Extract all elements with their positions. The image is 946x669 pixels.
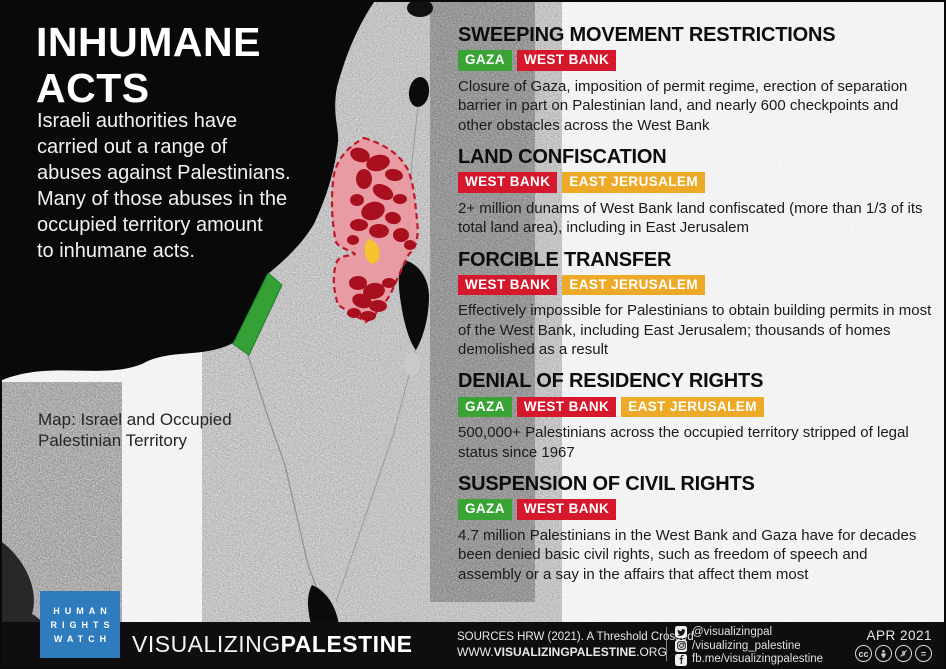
instagram-row: /visualizing_palestine <box>675 640 823 653</box>
section-suspension-civil-rights: SUSPENSION OF CIVIL RIGHTS GAZA WEST BAN… <box>458 473 932 584</box>
cc-nd-icon: = <box>915 645 932 662</box>
social-links: @visualizingpal /visualizing_palestine f… <box>675 626 823 666</box>
section-body: 2+ million dunams of West Bank land conf… <box>458 199 923 237</box>
sources-block: SOURCES HRW (2021). A Threshold Crossed … <box>457 630 694 660</box>
footer-divider <box>666 627 667 661</box>
section-body: Closure of Gaza, imposition of permit re… <box>458 77 908 134</box>
section-forcible-transfer: FORCIBLE TRANSFER WEST BANK EAST JERUSAL… <box>458 249 932 360</box>
east-jerusalem-tag: EAST JERUSALEM <box>562 172 705 193</box>
jordan-israel-border <box>335 347 417 603</box>
publication-date: APR 2021 <box>866 628 932 643</box>
west-bank-tag: WEST BANK <box>516 50 617 71</box>
west-bank-tag: WEST BANK <box>516 396 617 418</box>
page-description: Israeli authorities have carried out a r… <box>37 110 291 262</box>
cc-by-icon <box>875 645 892 662</box>
abuse-sections-panel: SWEEPING MOVEMENT RESTRICTIONS GAZA WEST… <box>458 24 932 595</box>
east-jerusalem-tag: EAST JERUSALEM <box>621 396 764 418</box>
tag-row: GAZA WEST BANK <box>458 499 932 520</box>
section-denial-residency: DENIAL OF RESIDENCY RIGHTS GAZA WEST BAN… <box>458 370 932 462</box>
section-body: Effectively impossible for Palestinians … <box>458 302 932 359</box>
hrw-logo-line: WATCH <box>53 633 112 644</box>
instagram-icon <box>675 639 687 652</box>
facebook-icon <box>675 653 687 666</box>
hula-patch <box>407 2 433 17</box>
section-title: FORCIBLE TRANSFER <box>458 248 672 271</box>
gaza-tag: GAZA <box>458 499 512 520</box>
section-land-confiscation: LAND CONFISCATION WEST BANK EAST JERUSAL… <box>458 146 932 238</box>
section-title: SUSPENSION OF CIVIL RIGHTS <box>458 473 755 495</box>
egypt-israel-border <box>244 345 323 603</box>
section-title: DENIAL OF RESIDENCY RIGHTS <box>458 370 764 393</box>
tag-row: GAZA WEST BANK EAST JERUSALEM <box>458 396 932 418</box>
west-bank-enclaves <box>347 147 416 321</box>
footer-bar: VISUALIZINGPALESTINE SOURCES HRW (2021).… <box>2 622 944 667</box>
tag-row: GAZA WEST BANK <box>458 50 932 71</box>
facebook-handle: fb.me/visualizingpalestine <box>692 653 824 666</box>
hrw-logo-line: HUMAN <box>53 605 112 616</box>
instagram-handle: /visualizing_palestine <box>692 639 801 652</box>
west-bank-tag: WEST BANK <box>516 499 617 520</box>
hrw-logo-line: RIGHTS <box>50 619 115 630</box>
svg-text:$: $ <box>902 651 906 657</box>
human-rights-watch-logo: HUMAN RIGHTS WATCH <box>40 591 120 658</box>
visualizing-palestine-logo: VISUALIZINGPALESTINE <box>132 631 413 658</box>
dead-sea <box>398 260 430 350</box>
creative-commons-icons: cc $ = <box>855 645 932 662</box>
gaza-region <box>232 272 283 356</box>
east-jerusalem-tag: EAST JERUSALEM <box>562 274 705 296</box>
twitter-handle: @visualizingpal <box>692 626 773 638</box>
mediterranean-sea <box>2 2 374 380</box>
section-body: 500,000+ Palestinians across the occupie… <box>458 424 909 461</box>
east-jerusalem-marker <box>364 239 380 264</box>
sources-line: SOURCES HRW (2021). A Threshold Crossed <box>457 631 694 643</box>
page-title: INHUMANE ACTS <box>36 19 261 111</box>
section-title: LAND CONFISCATION <box>458 145 667 168</box>
tag-row: WEST BANK EAST JERUSALEM <box>458 172 932 193</box>
cc-icon: cc <box>855 645 872 662</box>
brand-bold-text: PALESTINE <box>280 631 413 657</box>
brand-light-text: VISUALIZING <box>132 631 281 657</box>
sea-of-galilee <box>408 77 430 107</box>
facebook-row: fb.me/visualizingpalestine <box>675 653 823 666</box>
section-title: SWEEPING MOVEMENT RESTRICTIONS <box>458 24 836 46</box>
website-url: WWW.VISUALIZINGPALESTINE.ORG <box>457 644 667 659</box>
tag-row: WEST BANK EAST JERUSALEM <box>458 274 932 296</box>
west-bank-tag: WEST BANK <box>458 172 558 193</box>
twitter-row: @visualizingpal <box>675 626 823 639</box>
west-bank-tag: WEST BANK <box>458 274 558 296</box>
gaza-tag: GAZA <box>458 396 512 418</box>
dead-sea-south-ponds <box>404 352 420 376</box>
gaza-tag: GAZA <box>458 50 512 71</box>
twitter-icon <box>675 626 687 639</box>
map-caption: Map: Israel and Occupied Palestinian Ter… <box>38 410 232 451</box>
date-license-block: APR 2021 cc $ = <box>855 628 932 662</box>
section-body: 4.7 million Palestinians in the West Ban… <box>458 526 917 583</box>
cc-nc-icon: $ <box>895 645 912 662</box>
section-movement-restrictions: SWEEPING MOVEMENT RESTRICTIONS GAZA WEST… <box>458 24 932 135</box>
